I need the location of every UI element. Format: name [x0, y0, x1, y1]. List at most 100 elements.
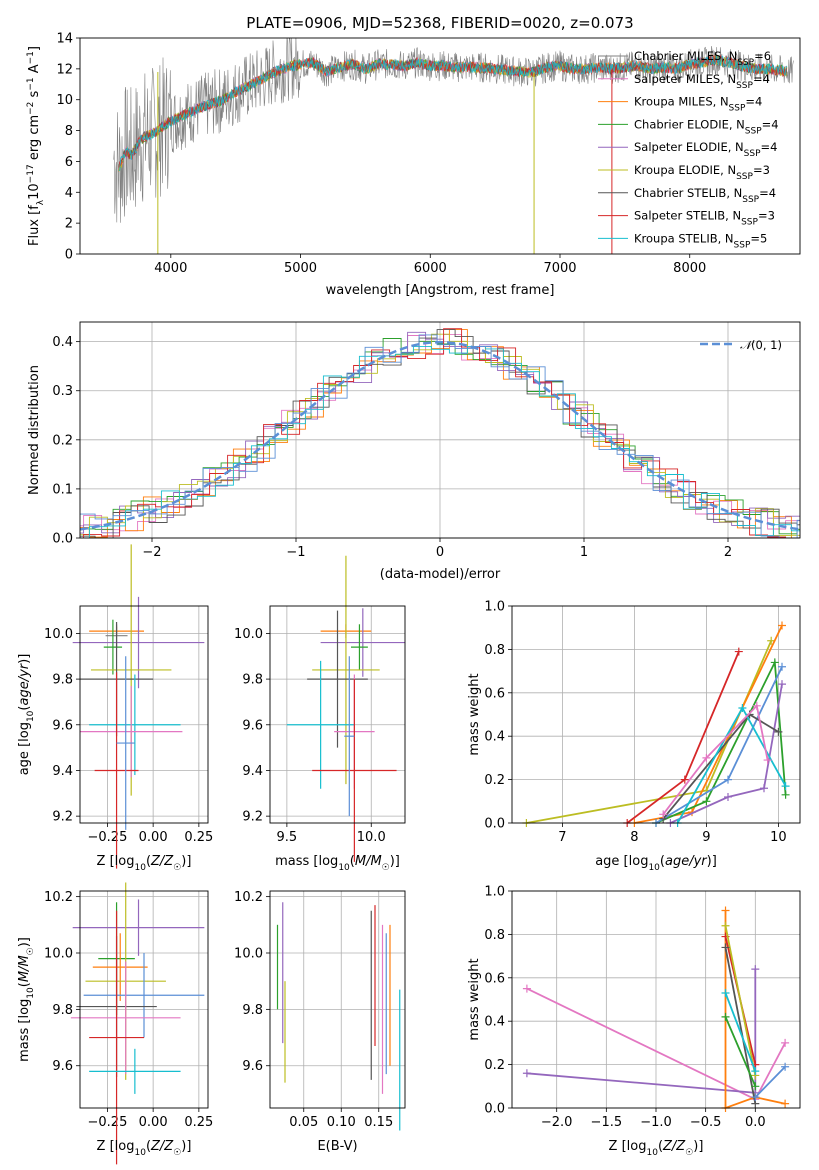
mass-weight-marker [659, 810, 668, 819]
x-tick-label: −0.25 [88, 1115, 128, 1130]
legend-entry: Chabrier ELODIE, NSSP=4 [634, 117, 779, 136]
y-tick-label: 9.6 [242, 718, 263, 733]
axes-massweight_vs_age: 7 8 9 10 0.0 0.2 0.4 0.6 0.8 1.0 [484, 600, 800, 845]
legend: Chabrier MILES, NSSP=6 Salpeter MILES, NS… [598, 49, 779, 250]
x-tick-label: 1 [580, 545, 588, 560]
x-tick-label: 4000 [154, 261, 187, 276]
mass-weight-line [724, 947, 757, 1104]
x-axis-label: Z [log10(Z/Z☉)] [97, 854, 192, 873]
mass-weight-marker [778, 662, 786, 671]
mass-weight-marker [752, 701, 761, 710]
mass-weight-marker [721, 1012, 730, 1021]
x-tick-label: 7000 [543, 261, 576, 276]
mass-weight-line [724, 925, 757, 1076]
mass-weight-line [754, 1066, 786, 1098]
y-tick-label: 0.4 [52, 335, 73, 350]
x-tick-label: 0.25 [184, 1115, 213, 1130]
axes-frame [79, 605, 209, 824]
mass-weight-line [626, 651, 740, 824]
y-axis-label: age [log10(age/yr)] [17, 654, 36, 776]
axes-mass_vs_Z: −0.25 0.00 0.25 9.6 9.8 10.0 10.2 [44, 890, 213, 1130]
mass-weight-marker [763, 756, 772, 765]
x-tick-label: 0.0 [745, 1115, 766, 1130]
histogram-frame [79, 321, 801, 539]
legend-entry: 𝒩(0, 1) [740, 338, 782, 352]
mass-weight-marker [702, 753, 711, 762]
x-tick-label: −0.5 [690, 1115, 722, 1130]
legend-entry: Salpeter STELIB, NSSP=3 [634, 209, 775, 228]
x-tick-label: −0.25 [88, 830, 128, 845]
y-tick-label: 8 [65, 124, 73, 139]
x-tick-label: −2 [142, 545, 161, 560]
y-axis-label: Flux [fλ10−17 erg cm−2 s−1 A−1] [26, 46, 46, 246]
errorbars-age_vs_mass [286, 555, 405, 862]
y-tick-label: 9.8 [52, 673, 73, 688]
y-tick-label: 10.0 [234, 947, 263, 962]
mass-weight-marker [724, 792, 732, 801]
axes-frame [269, 605, 406, 824]
axes-frame [79, 890, 209, 1109]
legend-entry: Chabrier STELIB, NSSP=4 [634, 186, 776, 205]
x-axis-label: Z [log10(Z/Z☉)] [97, 1139, 192, 1158]
mass-weight-line [724, 1016, 757, 1087]
y-tick-label: 9.8 [242, 673, 263, 688]
x-tick-label: 8000 [673, 261, 706, 276]
axes-spectrum: 4000 5000 6000 7000 8000 0 2 4 6 8 10 12 14 [56, 32, 706, 277]
y-tick-label: 0.0 [52, 532, 73, 547]
mass-weight-marker [724, 775, 732, 784]
axes-frame [269, 890, 406, 1109]
y-tick-label: 0.8 [484, 928, 505, 943]
mass-weight-marker [734, 647, 743, 656]
mass-weight-marker [770, 658, 779, 667]
mass-weight-marker [721, 921, 730, 930]
mass-weight-line [655, 659, 787, 824]
y-axis-label: mass [log10(M/M☉)] [17, 937, 36, 1062]
y-tick-label: 9.4 [52, 764, 73, 779]
axes-histogram: −2 −1 0 1 2 0.0 0.1 0.2 0.3 0.4 [52, 322, 800, 560]
mass-weight-marker [751, 1082, 760, 1091]
axes-frame [511, 605, 801, 824]
x-tick-label: 0.00 [139, 1115, 168, 1130]
y-tick-label: 0.4 [484, 1015, 505, 1030]
y-tick-label: 0.3 [52, 384, 73, 399]
y-axis-label: mass weight [467, 958, 482, 1040]
observed-spectrum-line [113, 38, 794, 223]
mass-weight-marker [751, 1093, 760, 1102]
residual-histogram [80, 328, 800, 538]
mass-weight-marker [721, 988, 730, 997]
y-tick-label: 0.6 [484, 686, 505, 701]
mass-weight-marker [721, 943, 730, 952]
y-tick-label: 10.2 [234, 890, 263, 905]
y-axis-label: mass weight [467, 673, 482, 755]
x-tick-label: 2 [724, 545, 732, 560]
y-tick-label: 9.6 [242, 1059, 263, 1074]
y-tick-label: 9.8 [242, 1003, 263, 1018]
axes-frame [511, 890, 801, 1109]
figure-title: PLATE=0906, MJD=52368, FIBERID=0020, z=0… [246, 14, 633, 32]
mass-weight-marker [702, 797, 711, 806]
errorbars-age_vs_Z [72, 544, 205, 869]
normal-curve [80, 340, 800, 531]
errorbars-mass_vs_Z [70, 882, 205, 1165]
y-tick-label: 0.0 [484, 817, 505, 832]
x-tick-label: −1.0 [640, 1115, 672, 1130]
x-tick-label: 8 [630, 830, 638, 845]
y-tick-label: 14 [56, 32, 73, 47]
y-tick-label: 9.6 [52, 1059, 73, 1074]
y-tick-label: 10.0 [44, 947, 73, 962]
legend-entry: Kroupa ELODIE, NSSP=3 [634, 163, 770, 182]
y-tick-label: 9.2 [52, 810, 73, 825]
mass-weight-marker [522, 984, 531, 993]
mass-weight-marker [781, 790, 790, 799]
mass-weight-line [724, 910, 786, 1110]
mass-weight-marker [721, 906, 730, 915]
y-tick-label: 9.4 [242, 764, 263, 779]
y-tick-label: 10 [56, 93, 73, 108]
mass-weight-marker [778, 680, 786, 689]
x-axis-label: mass [log10(M/M☉)] [275, 854, 400, 873]
x-tick-label: 0.15 [364, 1115, 393, 1130]
y-tick-label: 0.6 [484, 971, 505, 986]
x-tick-label: 0.10 [327, 1115, 356, 1130]
mass-weight-marker [751, 1067, 760, 1076]
axes-mass_vs_EBV: 0.05 0.10 0.15 9.6 9.8 10.0 10.2 [234, 890, 405, 1130]
